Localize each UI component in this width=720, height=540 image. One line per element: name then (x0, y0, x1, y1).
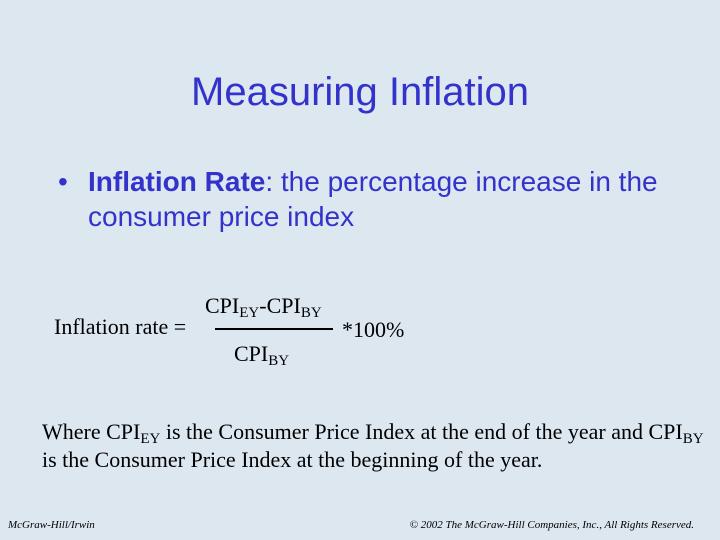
bullet-marker: • (58, 166, 68, 197)
formula-label: Inflation rate = (54, 314, 187, 339)
numerator-minus: - (259, 293, 267, 318)
explanation-text: Where CPIEY is the Consumer Price Index … (42, 418, 712, 474)
explanation-part2: is the Consumer Price Index at the end o… (160, 419, 649, 444)
denominator-sub-by: BY (268, 353, 290, 369)
numerator-sub-ey: EY (239, 305, 260, 321)
fraction-line (215, 328, 333, 330)
explanation-sub-ey: EY (140, 431, 161, 447)
footer-publisher: McGraw-Hill/Irwin (8, 519, 95, 531)
denominator-cpi: CPI (234, 341, 269, 366)
footer-copyright: © 2002 The McGraw-Hill Companies, Inc., … (409, 519, 694, 531)
formula-denominator: CPIBY (234, 341, 290, 369)
explanation-part3: CPI (648, 419, 683, 444)
explanation-part4: is the Consumer Price Index at the begin… (42, 447, 543, 472)
bullet-text: Inflation Rate: the percentage increase … (88, 164, 688, 234)
formula-numerator: CPIEY-CPIBY (205, 293, 322, 321)
numerator-cpi-1: CPI (205, 293, 240, 318)
bullet-definition: : the percentage increase in the consume… (88, 166, 658, 232)
formula-multiplier: *100% (342, 317, 405, 342)
explanation-sub-by: BY (682, 431, 704, 447)
bullet-term: Inflation Rate (88, 166, 266, 197)
numerator-cpi-2: CPI (266, 293, 301, 318)
explanation-part1: Where CPI (42, 419, 141, 444)
slide-title: Measuring Inflation (191, 70, 529, 114)
numerator-sub-by: BY (300, 305, 322, 321)
